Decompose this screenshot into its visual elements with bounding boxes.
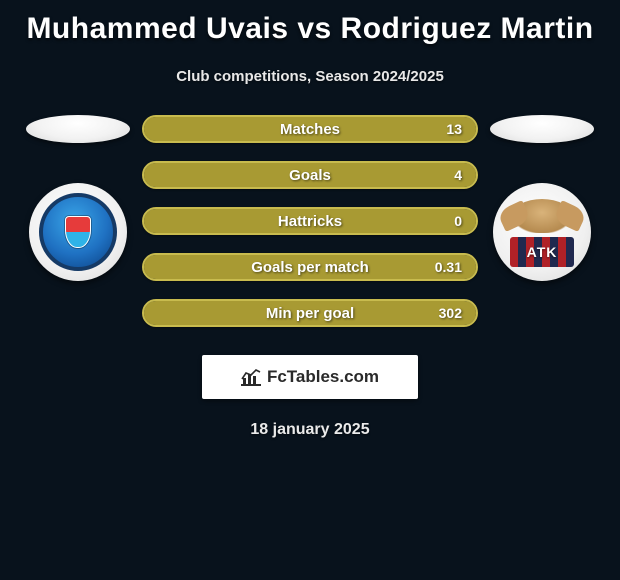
stat-label: Min per goal [266,305,354,322]
stats-bars: Matches 13 Goals 4 Hattricks 0 Goals per match… [138,115,482,327]
stat-bar: Goals 4 [142,161,478,189]
content-row: Matches 13 Goals 4 Hattricks 0 Goals per match… [0,115,620,327]
chart-icon [241,368,261,386]
date-line: 18 january 2025 [250,421,369,439]
stat-bar: Min per goal 302 [142,299,478,327]
player-photo-placeholder-right [490,115,594,143]
right-player-col: ATK [482,115,602,281]
player-photo-placeholder-left [26,115,130,143]
atk-badge-inner: ATK [499,189,585,275]
stat-label: Goals per match [251,259,369,276]
stat-label: Matches [280,121,340,138]
stat-label: Hattricks [278,213,342,230]
stat-value: 13 [446,121,462,137]
stat-bar: Matches 13 [142,115,478,143]
stat-value: 0 [454,213,462,229]
brand-label: FcTables.com [267,367,379,387]
left-club-badge [29,183,127,281]
jamshedpur-badge-inner [39,193,117,271]
comparison-card: Muhammed Uvais vs Rodriguez Martin Club … [0,0,620,439]
left-player-col [18,115,138,281]
stat-value: 302 [439,305,462,321]
shield-icon [65,216,91,248]
brand-box[interactable]: FcTables.com [202,355,418,399]
right-club-badge: ATK [493,183,591,281]
stat-value: 4 [454,167,462,183]
stat-value: 0.31 [435,259,462,275]
subtitle: Club competitions, Season 2024/2025 [176,68,444,85]
eagle-icon [512,199,572,233]
stat-bar: Goals per match 0.31 [142,253,478,281]
page-title: Muhammed Uvais vs Rodriguez Martin [26,12,593,46]
atk-stripe: ATK [510,237,574,267]
stat-label: Goals [289,167,331,184]
atk-abbrev: ATK [527,244,558,260]
stat-bar: Hattricks 0 [142,207,478,235]
